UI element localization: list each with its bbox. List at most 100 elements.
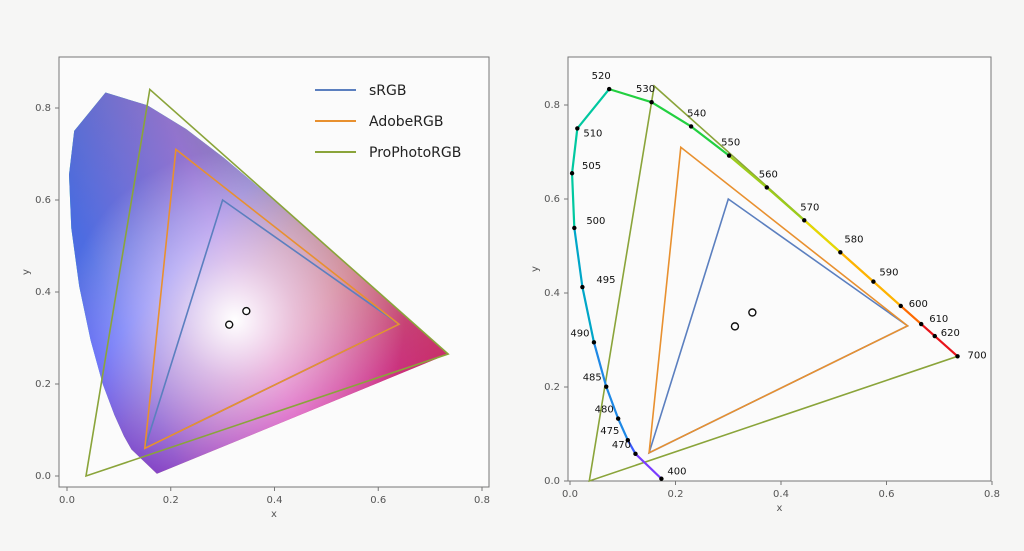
legend-label-adobergb: AdobeRGB — [369, 114, 443, 130]
locus-segment — [626, 439, 637, 455]
locus-segment — [581, 285, 596, 344]
locus-segment — [872, 280, 902, 308]
wavelength-marker — [649, 100, 654, 105]
wavelength-label: 610 — [929, 314, 948, 325]
locus-segment — [727, 154, 768, 189]
right-chart: 0.0 0.2 0.4 0.6 0.80.00.20.40.60.8xy 4004704… — [530, 56, 1000, 514]
left-white-point — [225, 320, 234, 329]
right-ytick-label: 0.2 — [544, 382, 560, 393]
wavelength-label: 620 — [941, 328, 960, 339]
legend-label-prophotorgb: ProPhotoRGB — [369, 145, 461, 161]
left-xtick-label: 0.0 — [59, 495, 75, 506]
right-white-point — [748, 308, 757, 317]
left-xtick-label: 0.8 — [474, 495, 490, 506]
wavelength-label: 520 — [592, 71, 611, 82]
left-ytick-label: 0.8 — [35, 103, 51, 114]
left-xtick-label: 0.4 — [267, 495, 283, 506]
right-plot-frame — [567, 56, 992, 482]
right-axes: 0.0 0.2 0.4 0.6 0.8 0.0 0.2 0.4 0.6 0.8 x y — [530, 100, 1000, 514]
locus-segment — [803, 219, 842, 254]
locus-segment — [765, 186, 806, 222]
locus-segment — [933, 334, 959, 358]
wavelength-marker — [764, 185, 770, 190]
left-ytick-label: 0.4 — [35, 287, 51, 298]
locus-segment — [617, 417, 629, 442]
right-xtick-label: 0.4 — [773, 489, 789, 500]
left-ytick-label: 0.2 — [35, 379, 51, 390]
legend-label-srgb: sRGB — [369, 83, 406, 99]
wavelength-label: 495 — [596, 275, 615, 286]
wavelength-label: 600 — [909, 299, 928, 310]
left-white-point — [242, 306, 251, 316]
left-gamut-adobergb — [143, 147, 401, 450]
right-xtick-label: 0.0 — [562, 489, 578, 500]
wavelength-marker — [932, 333, 937, 339]
locus-segment — [690, 125, 731, 157]
wavelength-label: 580 — [844, 234, 863, 245]
locus-segment — [592, 341, 608, 388]
right-xtick-label: 0.2 — [668, 489, 684, 500]
wavelength-marker — [688, 124, 694, 129]
wavelength-label: 500 — [586, 216, 605, 227]
left-gamut-prophotorgb — [84, 87, 450, 478]
locus-segment — [570, 172, 576, 230]
left-axes: 0.0 0.2 0.4 0.6 0.8 0.0 0.2 0.4 0.6 0.8 x y — [21, 103, 490, 520]
left-xtick-label: 0.6 — [370, 495, 386, 506]
wavelength-label: 475 — [600, 426, 619, 437]
wavelength-marker — [580, 284, 585, 290]
wavelength-marker — [838, 250, 843, 255]
wavelength-label: 510 — [583, 128, 602, 139]
wavelength-label: 400 — [667, 467, 686, 478]
wavelength-marker — [604, 384, 609, 389]
wavelength-label: 540 — [687, 108, 706, 119]
locus-segment — [605, 385, 620, 420]
wavelength-label: 490 — [570, 328, 589, 339]
right-white-point — [730, 322, 740, 331]
wavelength-marker — [919, 321, 924, 327]
wavelength-marker — [615, 416, 621, 421]
right-ytick-label: 0.0 — [544, 476, 560, 487]
locus-segment — [573, 226, 584, 289]
wavelength-label: 480 — [595, 405, 614, 416]
left-ytick-label: 0.0 — [35, 471, 51, 482]
spectral-locus: 400 470 475 480 485 490 495 500 505 510 520 530 540 5… — [569, 71, 987, 481]
locus-segment — [570, 127, 579, 175]
right-xtick-label: 0.8 — [984, 489, 1000, 500]
right-xtick-label: 0.6 — [879, 489, 895, 500]
left-gamuts — [84, 87, 450, 478]
wavelength-marker — [659, 476, 664, 481]
right-y-axis-label: y — [530, 266, 541, 272]
wavelength-label: 700 — [968, 350, 987, 361]
left-x-axis-label: x — [271, 509, 277, 520]
right-white-points — [730, 308, 757, 331]
right-x-axis-label: x — [777, 503, 783, 514]
wavelength-label: 505 — [582, 161, 601, 172]
wavelength-label: 530 — [636, 84, 655, 95]
wavelength-marker — [572, 225, 577, 231]
wavelength-marker — [575, 126, 580, 131]
locus-segment — [576, 88, 611, 130]
left-white-points — [225, 306, 251, 329]
wavelength-marker — [633, 451, 638, 457]
locus-segment — [634, 452, 663, 480]
wavelength-marker — [898, 303, 903, 309]
locus-segment — [920, 322, 936, 338]
right-ytick-label: 0.8 — [544, 100, 560, 111]
left-y-axis-label: y — [21, 269, 32, 275]
wavelength-marker — [802, 218, 807, 223]
right-ytick-label: 0.4 — [544, 288, 560, 299]
locus-segment — [839, 251, 875, 283]
wavelength-marker — [871, 279, 876, 284]
wavelength-label: 485 — [583, 373, 602, 384]
wavelength-label: 560 — [759, 169, 778, 180]
wavelength-marker — [569, 171, 575, 176]
wavelength-marker — [591, 340, 597, 345]
wavelength-marker — [955, 354, 960, 359]
wavelength-marker — [726, 153, 732, 158]
wavelength-label: 470 — [612, 440, 631, 451]
locus-segment — [608, 88, 653, 104]
wavelength-label: 570 — [800, 202, 819, 213]
wavelength-marker — [625, 438, 631, 443]
